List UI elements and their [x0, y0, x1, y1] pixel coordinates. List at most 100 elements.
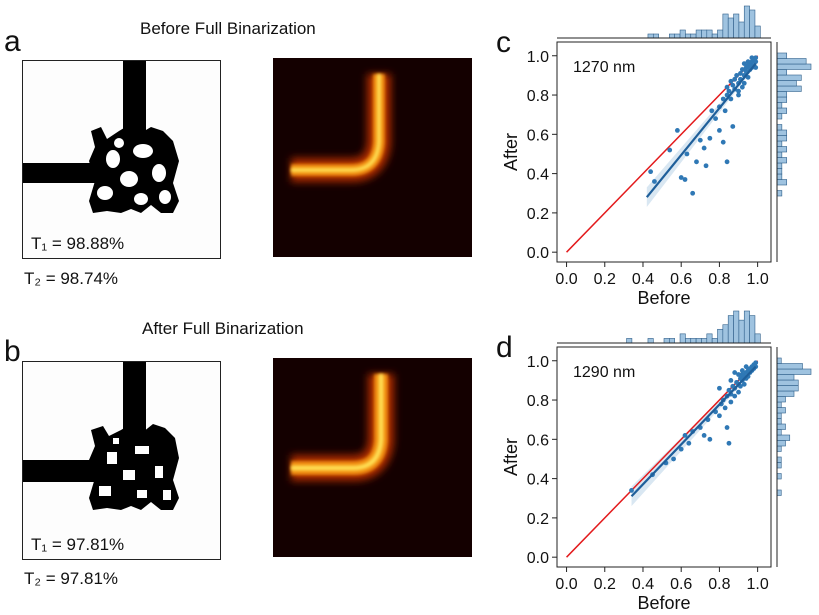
data-point — [726, 440, 732, 446]
data-point — [682, 177, 688, 182]
top-histogram-bar — [711, 33, 718, 39]
right-histogram-bar — [776, 80, 797, 87]
top-histogram-bar — [685, 338, 692, 344]
top-histogram-bar — [733, 13, 740, 39]
y-tick-label: 1.0 — [527, 49, 549, 66]
right-histogram-bar — [776, 63, 812, 70]
plot-frame — [556, 41, 772, 263]
right-histogram-bar — [776, 462, 782, 469]
data-point — [678, 446, 684, 452]
x-tick-label: 0.0 — [555, 576, 577, 593]
panel-title-before: Before Full Binarization — [140, 19, 316, 38]
right-histogram-bar — [776, 157, 788, 164]
data-point — [736, 92, 741, 98]
data-point — [732, 76, 738, 82]
top-histogram-bar — [695, 338, 702, 344]
top-histogram-bar — [754, 333, 761, 344]
right-histogram-bar — [776, 179, 788, 186]
data-point — [724, 425, 730, 430]
data-point — [717, 385, 722, 391]
y-tick-label: 0.2 — [527, 206, 549, 223]
top-histogram-bar — [722, 324, 729, 344]
field-map-after — [273, 358, 472, 557]
top-histogram-bar — [669, 338, 676, 344]
data-point — [717, 413, 722, 419]
top-histogram-bar — [706, 333, 713, 344]
right-histogram-bar — [776, 489, 782, 496]
right-histogram-bar — [776, 434, 791, 441]
x-tick-label: 0.4 — [632, 271, 654, 288]
regression-line — [630, 365, 757, 498]
top-histogram-bar — [717, 29, 724, 39]
top-histogram-bar — [701, 29, 708, 39]
y-tick-label: 0.8 — [527, 88, 549, 105]
x-tick-label: 0.8 — [708, 576, 730, 593]
right-histogram-bar — [776, 374, 795, 381]
data-point — [741, 61, 747, 67]
data-point — [741, 80, 747, 86]
design-after-binarization: T₁ = 97.81% — [22, 361, 221, 560]
right-histogram-bar — [776, 124, 783, 131]
field-map-before — [273, 58, 472, 257]
right-histogram-bar — [776, 52, 788, 59]
y-tick-label: 0.6 — [527, 127, 549, 144]
x-tick-label: 1.0 — [747, 271, 769, 288]
top-histogram-bar — [733, 310, 740, 344]
top-histogram-bar — [674, 33, 681, 39]
right-histogram-bar — [776, 190, 783, 197]
top-histogram-bar — [679, 333, 686, 344]
x-tick-label: 0.2 — [594, 576, 616, 593]
data-point — [713, 116, 718, 122]
data-point — [717, 127, 722, 133]
right-histogram-bar — [776, 102, 783, 109]
data-point — [753, 59, 759, 65]
right-histogram-bar — [776, 423, 786, 430]
identity-line — [566, 55, 759, 253]
y-tick-label: 0.4 — [527, 472, 549, 489]
top-histogram-bar — [695, 29, 702, 39]
top-histogram-bar — [727, 315, 734, 344]
right-histogram-bar — [776, 396, 786, 403]
transmission-t1-before: T₁ = 98.88% — [31, 234, 125, 253]
right-histogram-bar — [776, 58, 807, 65]
top-histogram-bar — [743, 5, 750, 39]
data-point — [694, 159, 699, 165]
top-histogram-bar — [738, 21, 745, 39]
right-histogram-bar — [776, 74, 802, 81]
data-point — [720, 139, 726, 145]
panel-label-d: d — [496, 331, 513, 364]
panel-title-after: After Full Binarization — [142, 319, 304, 338]
right-histogram-bar — [776, 357, 782, 364]
data-point — [722, 405, 728, 411]
top-histogram-bar — [690, 338, 697, 344]
top-histogram-bar — [690, 33, 697, 39]
data-point — [703, 163, 709, 169]
x-tick-label: 0.2 — [594, 271, 616, 288]
right-histogram-bar — [776, 85, 802, 92]
y-axis-label: After — [501, 133, 521, 171]
transmission-t2-before: T₂ = 98.74% — [24, 269, 119, 288]
data-point — [701, 432, 707, 438]
data-point — [707, 436, 713, 442]
top-histogram-bar — [754, 25, 761, 39]
y-axis-label: After — [501, 438, 521, 476]
right-histogram-bar — [776, 379, 799, 386]
data-point — [674, 127, 680, 133]
top-histogram-bar — [749, 9, 756, 39]
design-pattern-before — [23, 61, 179, 213]
field-intensity-after — [291, 374, 394, 481]
x-axis-label: Before — [637, 593, 690, 613]
x-tick-label: 0.6 — [670, 271, 692, 288]
data-point — [732, 370, 738, 375]
data-point — [736, 88, 741, 94]
right-histogram-bar — [776, 473, 782, 480]
y-tick-label: 0.2 — [527, 511, 549, 528]
y-tick-label: 0.0 — [527, 550, 549, 567]
x-tick-label: 0.4 — [632, 576, 654, 593]
y-tick-label: 0.8 — [527, 393, 549, 410]
wavelength-annotation: 1270 nm — [573, 59, 635, 76]
data-point — [753, 360, 759, 366]
top-histogram-bar — [679, 29, 686, 39]
right-histogram-bar — [776, 440, 786, 447]
data-point — [728, 377, 734, 383]
